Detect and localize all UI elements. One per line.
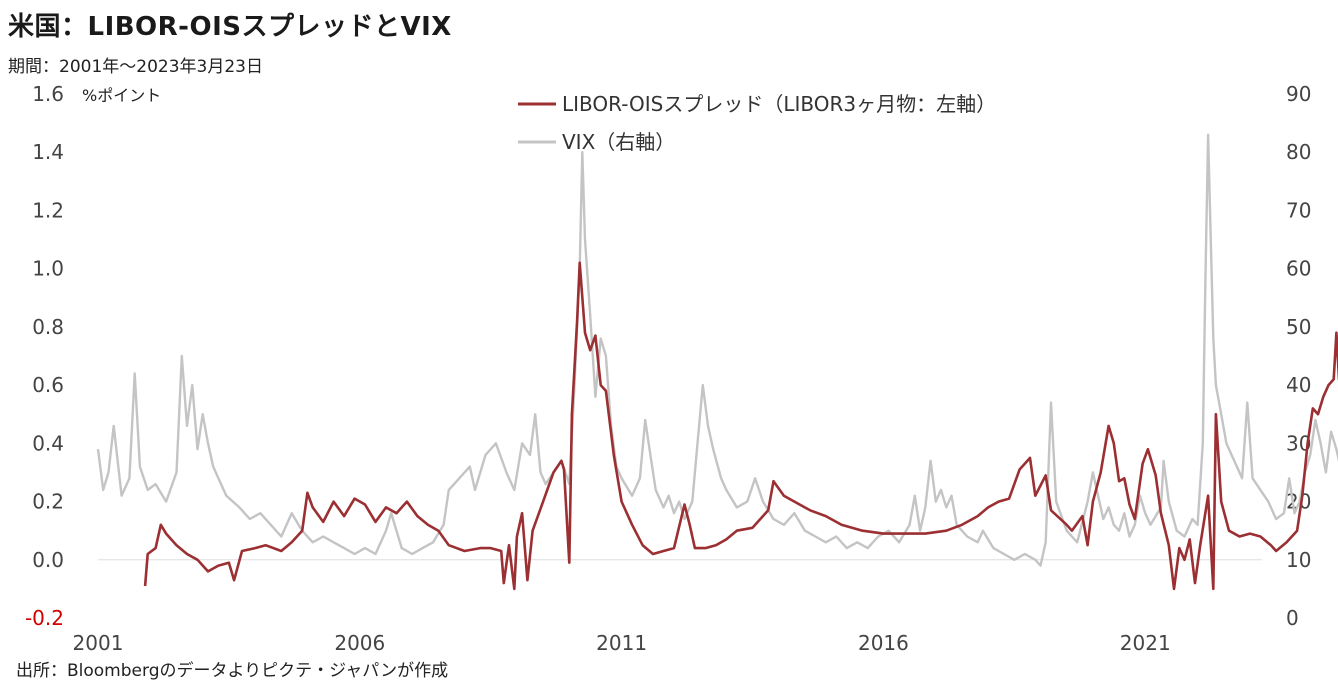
x-axis-ticks: 2001 2006 2011 2016 2021 [73,631,1171,655]
right-axis-tick-label: 50 [1286,315,1311,339]
left-axis-ticks: -0.2 0.0 0.2 0.4 0.6 0.8 1.0 1.2 1.4 1.6 [25,82,64,630]
chart-title: 米国：LIBOR-OISスプレッドとVIX [8,12,452,42]
left-axis-tick-label: -0.2 [25,606,64,630]
vix-series-line [96,133,1338,567]
left-axis-tick-label: 0.0 [32,548,64,572]
right-axis-tick-label: 90 [1286,82,1311,106]
left-axis-unit-label: %ポイント [82,86,161,105]
right-axis-tick-label: 40 [1286,373,1311,397]
legend-item-libor-ois-label: LIBOR-OISスプレッド（LIBOR3ヶ月物：左軸） [562,92,996,116]
right-axis-tick-label: 80 [1286,140,1311,164]
left-axis-tick-label: 0.4 [32,431,64,455]
series-layer [96,133,1338,591]
left-axis-tick-label: 0.2 [32,490,64,514]
legend-item-vix-label: VIX（右軸） [562,130,675,154]
x-axis-tick-label: 2016 [858,631,909,655]
x-axis-tick-label: 2001 [73,631,124,655]
left-axis-tick-label: 1.2 [32,198,64,222]
libor-ois-series-line [143,261,1338,591]
x-axis-tick-label: 2006 [334,631,385,655]
left-axis-tick-label: 1.6 [32,82,64,106]
right-axis-tick-label: 10 [1286,548,1311,572]
source-note: 出所：Bloombergのデータよりピクテ・ジャパンが作成 [16,661,449,681]
x-axis-tick-label: 2021 [1120,631,1171,655]
left-axis-tick-label: 1.0 [32,257,64,281]
chart-subtitle: 期間：2001年～2023年3月23日 [8,57,263,77]
x-axis-tick-label: 2011 [596,631,647,655]
chart-legend: LIBOR-OISスプレッド（LIBOR3ヶ月物：左軸） VIX（右軸） [518,92,996,154]
left-axis-tick-label: 0.8 [32,315,64,339]
right-axis-tick-label: 70 [1286,198,1311,222]
right-axis-tick-label: 0 [1286,606,1299,630]
right-axis-tick-label: 60 [1286,257,1311,281]
left-axis-tick-label: 1.4 [32,140,64,164]
left-axis-tick-label: 0.6 [32,373,64,397]
